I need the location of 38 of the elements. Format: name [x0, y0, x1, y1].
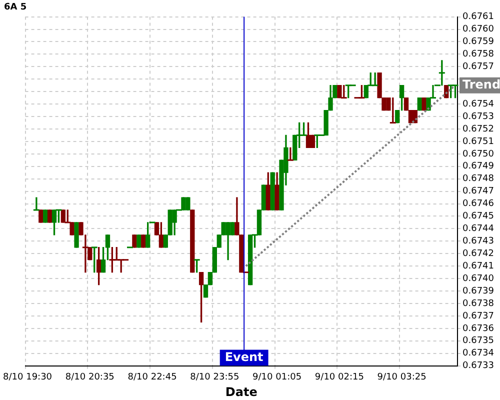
x-tick-label: 9/10 02:15	[314, 372, 364, 383]
x-tick-label: 8/10 22:45	[128, 372, 177, 383]
y-tick-label: 0.6738	[462, 298, 494, 309]
y-tick-label: 0.6761	[462, 12, 494, 22]
y-tick-label: 0.6745	[462, 212, 494, 222]
y-tick-label: 0.6734	[462, 348, 494, 359]
y-tick-label: 0.6735	[462, 336, 494, 346]
y-tick-label: 0.6740	[462, 274, 494, 284]
y-tick-label: 0.6757	[462, 62, 494, 72]
x-tick-label: 9/10 03:25	[377, 372, 426, 383]
y-tick-label: 0.6758	[462, 50, 494, 60]
y-tick-label: 0.6741	[462, 261, 494, 272]
y-tick-label: 0.6743	[462, 236, 494, 246]
y-tick-label: 0.6737	[462, 311, 494, 322]
y-tick-label: 0.6742	[462, 248, 494, 259]
x-tick-label: 8/10 23:55	[190, 372, 240, 383]
series-label: Trend	[462, 77, 500, 92]
chart-title: 6A 5	[4, 2, 27, 13]
y-tick-label: 0.6750	[462, 149, 494, 160]
annotation: Event	[224, 350, 264, 364]
y-tick-label: 0.6733	[462, 361, 494, 372]
y-tick-label: 0.6760	[462, 24, 494, 35]
x-axis-title: Date	[225, 384, 258, 399]
y-tick-label: 0.6748	[462, 174, 494, 184]
x-tick-label: 9/10 01:05	[252, 372, 302, 383]
y-tick-label: 0.6736	[462, 324, 494, 334]
y-tick-label: 0.6747	[462, 186, 494, 197]
y-tick-label: 0.6753	[462, 112, 494, 122]
x-tick-label: 8/10 19:30	[3, 372, 52, 383]
y-tick-label: 0.6754	[462, 99, 494, 110]
y-tick-label: 0.6739	[462, 286, 494, 296]
y-tick-label: 0.6744	[462, 224, 494, 234]
y-tick-label: 0.6751	[462, 136, 494, 147]
y-tick-label: 0.6752	[462, 124, 494, 134]
y-tick-label: 0.6746	[462, 199, 494, 210]
x-tick-label: 8/10 20:35	[65, 372, 114, 383]
y-tick-label: 0.6749	[462, 162, 494, 172]
y-tick-label: 0.6759	[462, 37, 494, 48]
